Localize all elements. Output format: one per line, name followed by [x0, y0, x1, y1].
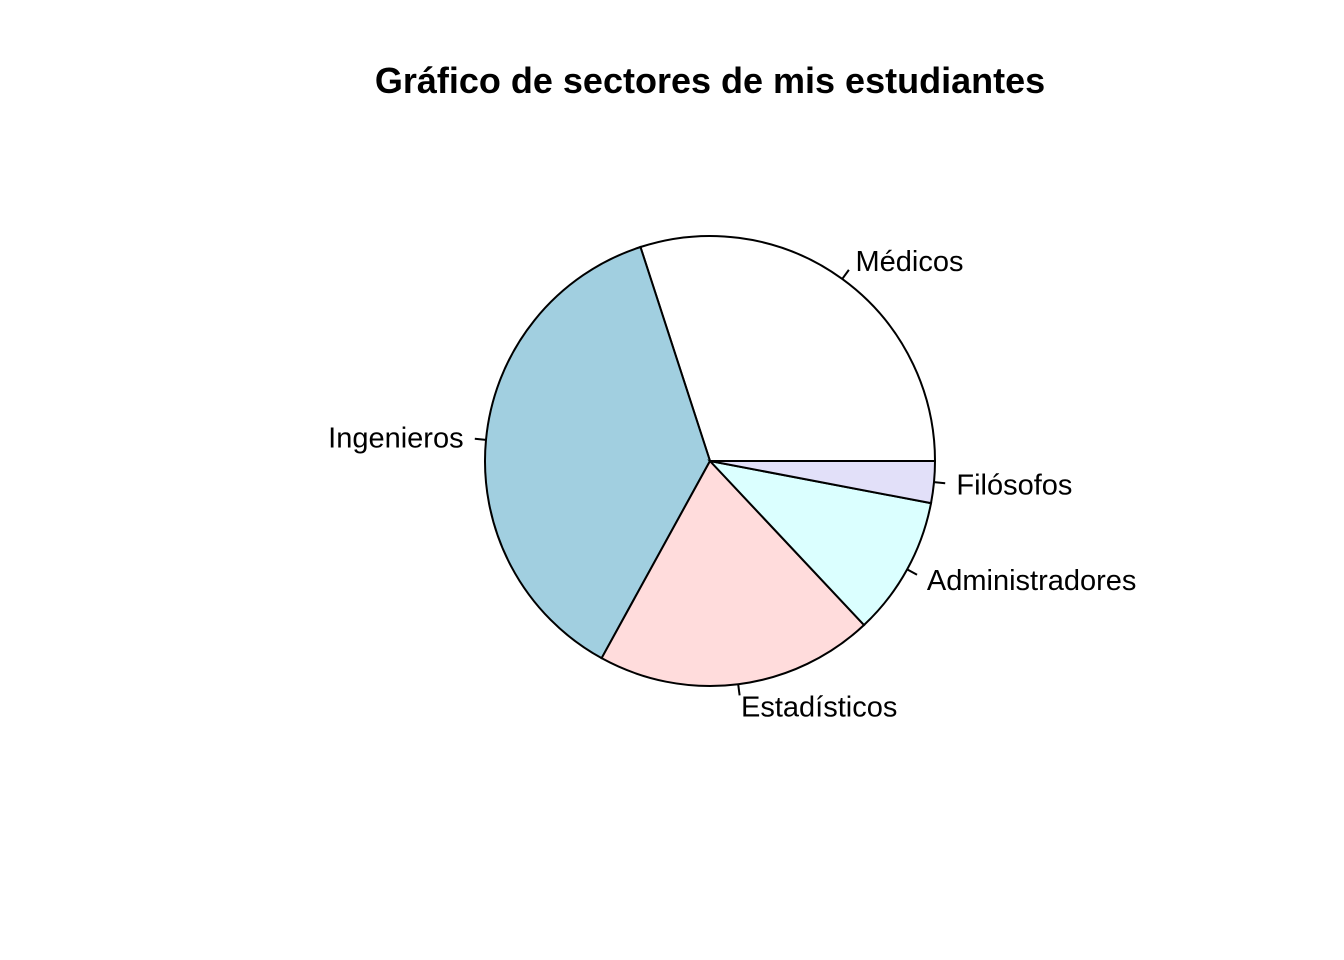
- slice-label-ingenieros: Ingenieros: [328, 423, 463, 455]
- slice-labels: Médicos Ingenieros Estadísticos Administrad…: [328, 246, 1136, 724]
- slice-label-medicos: Médicos: [855, 246, 963, 278]
- pie-slice-filosofos: [709, 460, 937, 505]
- label-tick-medicos: [841, 269, 850, 280]
- slice-label-filosofos: Filósofos: [956, 469, 1072, 501]
- pie-slice-administradores: [707, 459, 933, 627]
- label-tick-administradores: [906, 568, 918, 576]
- pie-slice-estadisticos: [600, 459, 866, 687]
- slice-label-estadisticos: Estadísticos: [741, 692, 897, 724]
- label-tick-estadisticos: [737, 684, 741, 696]
- chart-title: Gráfico de sectores de mis estudiantes: [375, 60, 1045, 101]
- label-tick-ingenieros: [474, 437, 487, 441]
- slice-label-administradores: Administradores: [927, 565, 1137, 597]
- label-tick-filosofos: [933, 481, 946, 485]
- label-ticks: [474, 269, 946, 696]
- pie-slices: [484, 235, 937, 687]
